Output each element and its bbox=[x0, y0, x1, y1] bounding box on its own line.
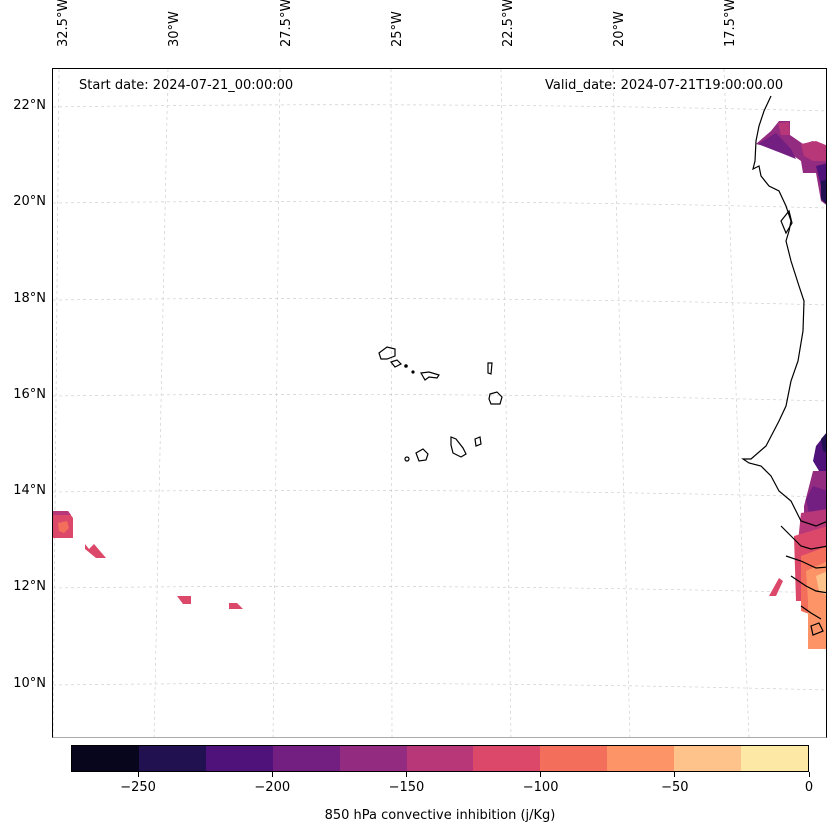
gridline-lat bbox=[53, 585, 826, 594]
gridline-lat bbox=[53, 297, 826, 306]
contour-patch bbox=[778, 122, 790, 135]
gridline-lon bbox=[53, 69, 60, 737]
island-sal bbox=[487, 362, 493, 375]
lon-label: 30°W bbox=[167, 11, 182, 47]
island-ilheus bbox=[411, 370, 415, 374]
island-boa-vista bbox=[488, 391, 503, 405]
coastline-africa bbox=[741, 95, 826, 527]
lat-label: 20°N bbox=[13, 194, 46, 209]
contour-patch bbox=[177, 596, 191, 604]
contour-patch bbox=[758, 133, 796, 159]
island-brava bbox=[404, 456, 410, 462]
gridline-lat bbox=[53, 489, 826, 498]
lat-label: 22°N bbox=[13, 98, 46, 113]
lat-label: 18°N bbox=[13, 291, 46, 306]
map-canvas bbox=[53, 69, 826, 737]
island-maio bbox=[474, 436, 482, 447]
contour-patch bbox=[816, 571, 826, 595]
colorbar-swatch bbox=[674, 746, 742, 771]
lat-label: 12°N bbox=[13, 579, 46, 594]
gridline-lon bbox=[153, 69, 169, 737]
colorbar-label: 850 hPa convective inhibition (j/Kg) bbox=[324, 808, 556, 823]
colorbar-tick-label: −150 bbox=[388, 780, 425, 795]
colorbar-tick-label: −200 bbox=[254, 780, 291, 795]
colorbar-tick-label: −250 bbox=[120, 780, 156, 795]
contour-patch bbox=[756, 121, 826, 205]
colorbar-swatch bbox=[607, 746, 675, 771]
gridline-lon bbox=[390, 69, 393, 737]
cape-verde-islands bbox=[378, 346, 503, 462]
gridline-lat bbox=[53, 682, 826, 691]
gridline-lon bbox=[272, 69, 281, 737]
coastline-islands bbox=[780, 209, 793, 235]
contour-patch bbox=[85, 544, 106, 558]
map-panel[interactable] bbox=[52, 68, 827, 738]
colorbar bbox=[71, 745, 809, 772]
colorbar-tick bbox=[405, 772, 407, 777]
cin-contours bbox=[53, 121, 826, 649]
gridline-lon bbox=[500, 69, 512, 737]
lat-label: 10°N bbox=[13, 676, 46, 691]
island-sao-nicolau bbox=[420, 371, 440, 381]
gridline-lat bbox=[53, 200, 826, 209]
island-sao-vicente bbox=[389, 359, 403, 368]
colorbar-tick bbox=[540, 772, 542, 777]
contour-patch bbox=[821, 433, 826, 453]
gridline-lon bbox=[612, 69, 631, 737]
gridline-lon bbox=[723, 69, 750, 737]
colorbar-swatch bbox=[72, 746, 139, 771]
lon-label: 25°W bbox=[390, 11, 405, 47]
lon-label: 27.5°W bbox=[279, 0, 294, 47]
colorbar-swatch bbox=[741, 746, 808, 771]
contour-patch bbox=[229, 603, 243, 609]
colorbar-swatch bbox=[205, 746, 273, 771]
colorbar-swatch bbox=[272, 746, 340, 771]
valid-date-annotation: Valid_date: 2024-07-21T19:00:00.00 bbox=[545, 78, 784, 93]
lat-label: 16°N bbox=[13, 387, 46, 402]
colorbar-swatch bbox=[406, 746, 474, 771]
island-santo-antao bbox=[378, 346, 396, 360]
contour-patch bbox=[53, 511, 71, 515]
colorbar-tick bbox=[674, 772, 676, 777]
coastline-islands bbox=[810, 622, 824, 636]
colorbar-swatch bbox=[540, 746, 608, 771]
colorbar-tick bbox=[808, 772, 810, 777]
coastline-africa bbox=[790, 575, 826, 594]
colorbar-swatch bbox=[473, 746, 541, 771]
colorbar-swatch bbox=[138, 746, 206, 771]
lat-label: 14°N bbox=[13, 483, 46, 498]
lon-label: 22.5°W bbox=[501, 0, 516, 47]
colorbar-tick-label: −50 bbox=[661, 780, 689, 795]
coastline-africa bbox=[785, 555, 826, 569]
contour-patch bbox=[769, 578, 783, 596]
colorbar-tick bbox=[271, 772, 273, 777]
lon-label: 20°W bbox=[612, 11, 627, 47]
lon-label: 32.5°W bbox=[56, 0, 71, 47]
contour-patch bbox=[821, 179, 826, 204]
gridline-lat bbox=[53, 393, 826, 402]
island-santa-luzia bbox=[404, 364, 408, 368]
island-santiago bbox=[450, 436, 467, 458]
colorbar-tick bbox=[137, 772, 139, 777]
colorbar-swatch bbox=[339, 746, 407, 771]
contour-patch bbox=[801, 141, 826, 161]
colorbar-tick-label: −100 bbox=[522, 780, 559, 795]
gridline-lat bbox=[53, 104, 826, 112]
colorbar-tick-label: 0 bbox=[804, 780, 814, 795]
lon-label: 17.5°W bbox=[723, 0, 738, 47]
coastlines bbox=[741, 95, 826, 636]
contour-patch bbox=[58, 521, 69, 533]
contour-patch bbox=[806, 486, 826, 513]
island-fogo bbox=[415, 448, 429, 462]
coastline-africa bbox=[800, 605, 822, 620]
gridlines bbox=[53, 69, 826, 737]
start-date-annotation: Start date: 2024-07-21_00:00:00 bbox=[79, 78, 294, 93]
coastline-africa bbox=[780, 525, 826, 550]
